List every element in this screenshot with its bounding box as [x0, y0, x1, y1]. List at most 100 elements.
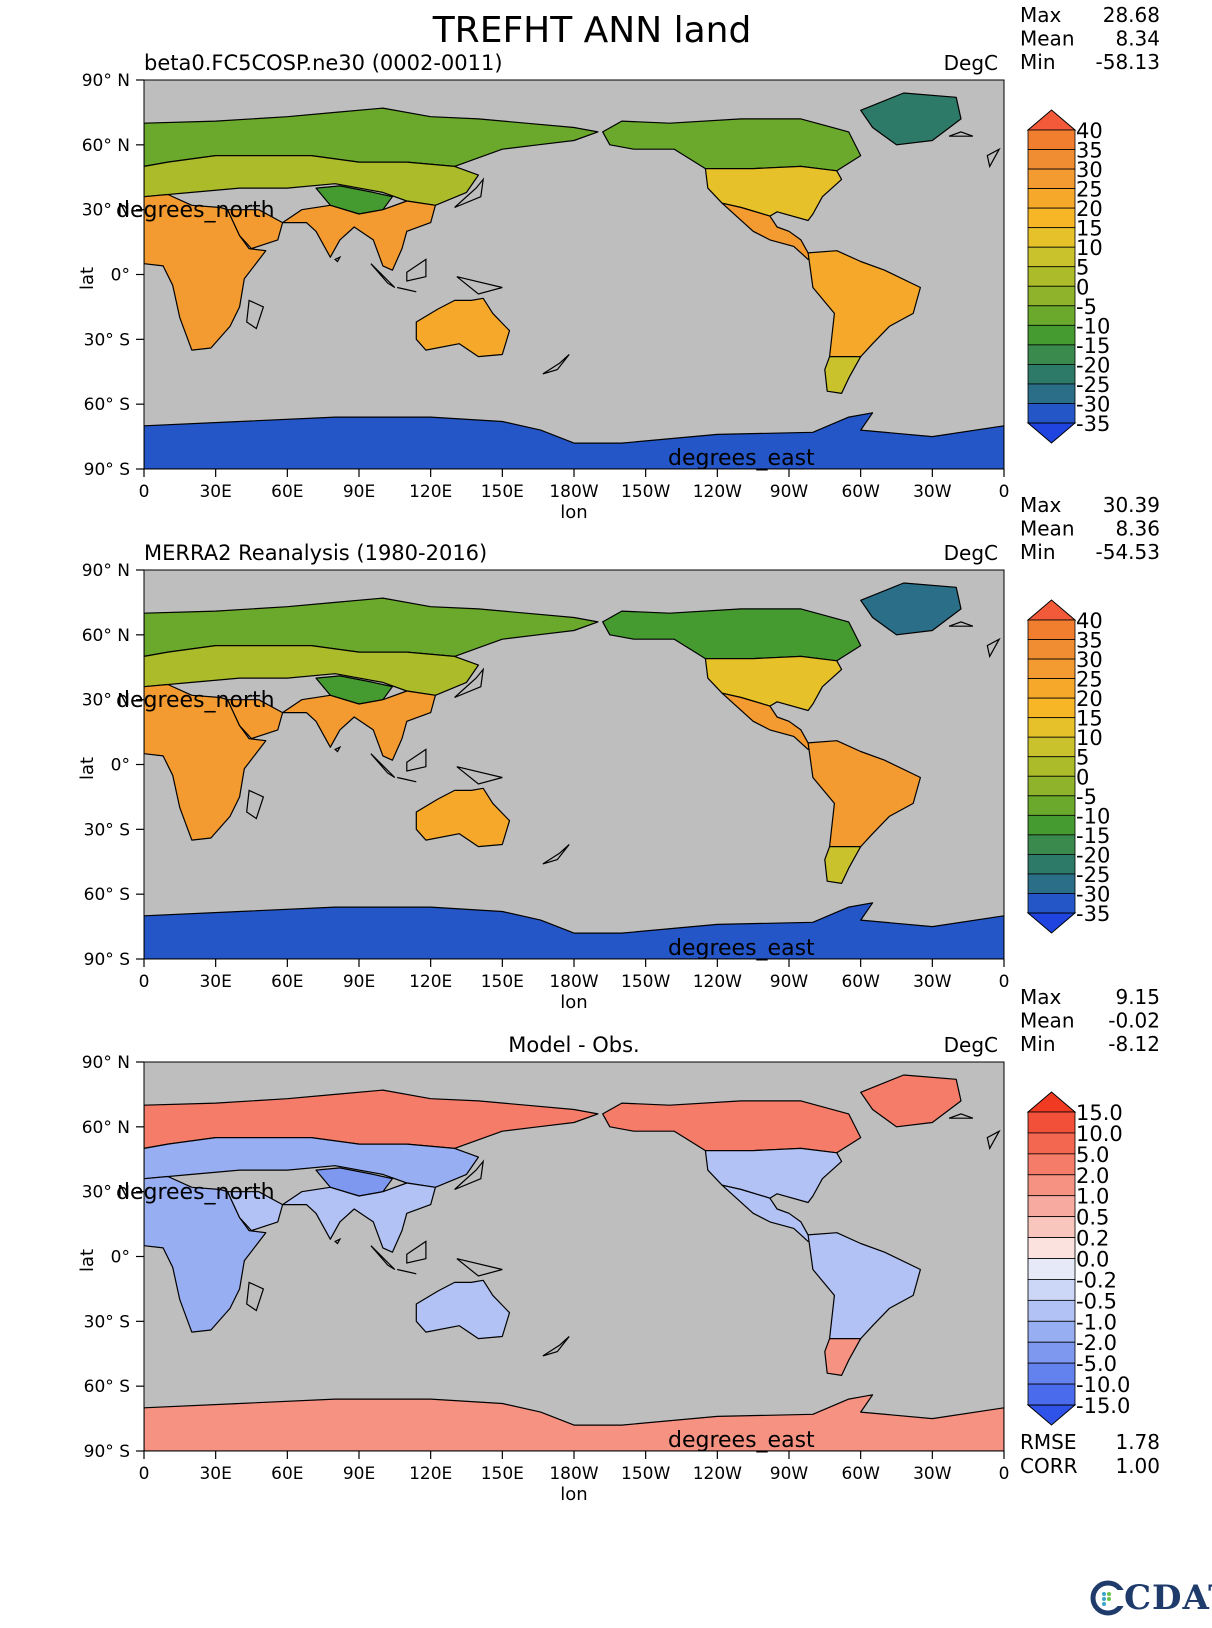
- colorbar-box: [1027, 1195, 1076, 1218]
- region-greenland: [860, 92, 962, 146]
- island-outline: [334, 255, 342, 263]
- x-tick-label: 180W: [549, 972, 598, 992]
- stat-value-max: 30.39: [1103, 493, 1160, 517]
- region-greenland: [860, 582, 962, 636]
- x-axis-label: lon: [560, 1484, 587, 1505]
- island-outline: [246, 299, 265, 330]
- x-tick-label: 60E: [271, 1464, 303, 1484]
- y-tick-label: 60° N: [82, 1118, 130, 1138]
- colorbar-label: 30: [1076, 648, 1103, 672]
- metric-value-corr: 1.00: [1115, 1454, 1160, 1478]
- colorbar-box: [1027, 305, 1076, 326]
- colorbar-box: [1027, 736, 1076, 758]
- colorbar-box: [1027, 678, 1076, 699]
- y-tick-label: 0°: [111, 1248, 130, 1268]
- y-axis-label: lat: [77, 1249, 98, 1272]
- region-australia: [415, 787, 511, 848]
- colorbar-box: [1027, 1279, 1076, 1301]
- cdat-logo-icon: [1090, 1580, 1126, 1616]
- island-outline: [406, 1240, 427, 1264]
- colorbar-label: 0.5: [1076, 1206, 1109, 1230]
- land-field: [144, 1074, 1004, 1451]
- colorbar-under-arrow: [1026, 912, 1077, 934]
- x-tick-label: 180W: [549, 482, 598, 502]
- colorbar-label: 0.2: [1076, 1227, 1109, 1251]
- colorbar-box: [1027, 756, 1076, 777]
- island-outline: [454, 177, 485, 209]
- colorbar-label: 2.0: [1076, 1164, 1109, 1188]
- colorbar-box: [1027, 717, 1076, 738]
- panel-title: MERRA2 Reanalysis (1980-2016): [144, 541, 487, 565]
- panel-title: Model - Obs.: [508, 1033, 639, 1057]
- colorbar-label: -10: [1076, 804, 1110, 828]
- colorbar-box: [1027, 1362, 1076, 1385]
- y-axis-label: lat: [77, 757, 98, 780]
- y-tick-label: 30° N: [82, 691, 130, 711]
- colorbar-under-arrow: [1026, 422, 1077, 444]
- colorbar-label: 10: [1076, 236, 1103, 260]
- x-tick-label: 30W: [913, 972, 952, 992]
- island-outline: [370, 1245, 396, 1271]
- figure-title: TREFHT ANN land: [432, 10, 752, 51]
- region-india-se-asia: [282, 1182, 436, 1253]
- colorbar-label: -10: [1076, 314, 1110, 338]
- colorbar-label: 35: [1076, 139, 1103, 163]
- colorbar-label: 5: [1076, 746, 1089, 770]
- cdat-logo-text: CDAT: [1124, 1578, 1212, 1618]
- x-tick-label: 120E: [409, 972, 452, 992]
- colorbar-label: -20: [1076, 843, 1110, 867]
- colorbar-label: 15.0: [1076, 1101, 1123, 1125]
- region-eurasia-mid: [144, 155, 479, 206]
- land-field: [144, 582, 1004, 959]
- region-patagonia: [824, 845, 862, 885]
- colorbar-label: 40: [1076, 119, 1103, 143]
- colorbar-label: 0: [1076, 765, 1089, 789]
- island-outline: [370, 753, 396, 779]
- island-outline: [456, 766, 503, 785]
- colorbar-label: -5.0: [1076, 1352, 1117, 1376]
- x-tick-label: 30W: [913, 1464, 952, 1484]
- y-axis-note: degrees_north: [116, 1180, 275, 1205]
- x-tick-label: 0: [139, 972, 150, 992]
- x-tick-label: 150E: [481, 1464, 524, 1484]
- colorbar-box: [1027, 814, 1076, 836]
- x-tick-label: 150E: [481, 482, 524, 502]
- y-tick-label: 0°: [111, 266, 130, 286]
- colorbar-over-arrow: [1026, 109, 1077, 131]
- colorbar-label: -35: [1076, 902, 1110, 926]
- island-outline: [456, 1258, 503, 1277]
- region-africa: [144, 193, 267, 351]
- colorbar-box: [1027, 1383, 1076, 1406]
- stat-label-mean: Mean: [1020, 1009, 1075, 1033]
- colorbar-label: 15: [1076, 217, 1103, 241]
- colorbar-label: 10: [1076, 726, 1103, 750]
- colorbar-label: -30: [1076, 392, 1110, 416]
- region-south-america: [807, 740, 922, 852]
- colorbar-label: -5: [1076, 295, 1097, 319]
- colorbar-label: -35: [1076, 412, 1110, 436]
- island-outline: [986, 637, 1001, 659]
- stat-value-min: -8.12: [1108, 1032, 1160, 1056]
- stat-value-max: 9.15: [1115, 985, 1160, 1009]
- colorbar-box: [1027, 834, 1076, 855]
- colorbar-label: -15: [1076, 824, 1110, 848]
- colorbar-box: [1027, 619, 1076, 640]
- units-label: DegC: [944, 51, 998, 75]
- x-tick-label: 0: [999, 972, 1010, 992]
- island-outline: [406, 258, 427, 282]
- region-arabia: [227, 209, 284, 250]
- stat-label-min: Min: [1020, 1032, 1056, 1056]
- colorbar-label: 20: [1076, 197, 1103, 221]
- colorbar-label: 0: [1076, 275, 1089, 299]
- units-label: DegC: [944, 1033, 998, 1057]
- colorbar-label: 1.0: [1076, 1185, 1109, 1209]
- region-africa: [144, 1175, 267, 1333]
- stat-label-max: Max: [1020, 985, 1062, 1009]
- island-outline: [986, 147, 1001, 169]
- x-tick-label: 90W: [770, 482, 809, 502]
- y-tick-label: 90° S: [84, 1442, 130, 1462]
- colorbar-label: -20: [1076, 353, 1110, 377]
- colorbar: 15.010.05.02.01.00.50.20.0-0.2-0.5-1.0-2…: [1026, 1091, 1130, 1426]
